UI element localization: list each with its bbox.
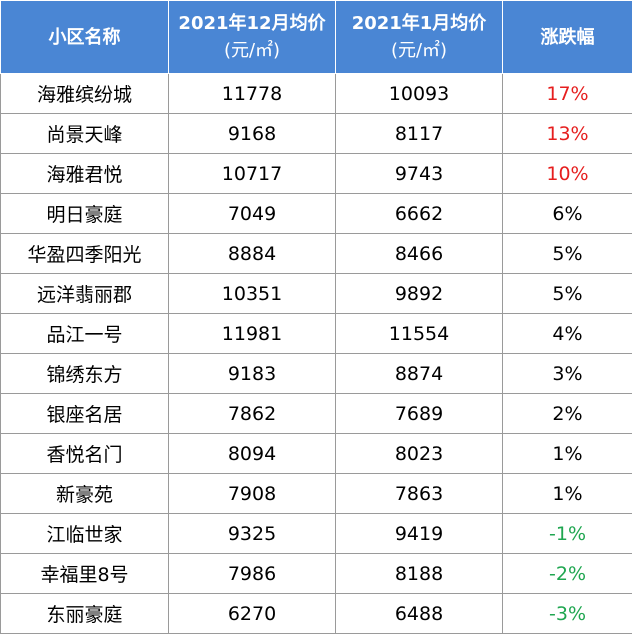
table-header: 小区名称 2021年12月均价 (元/㎡) 2021年1月均价 (元/㎡) 涨跌… xyxy=(1,1,632,74)
cell-community-name: 东丽豪庭 xyxy=(1,594,169,634)
header-dec-price: 2021年12月均价 (元/㎡) xyxy=(169,1,336,74)
cell-dec-price: 9168 xyxy=(169,114,336,154)
cell-community-name: 海雅缤纷城 xyxy=(1,74,169,114)
header-row: 小区名称 2021年12月均价 (元/㎡) 2021年1月均价 (元/㎡) 涨跌… xyxy=(1,1,632,74)
cell-jan-price: 6662 xyxy=(336,194,503,234)
cell-dec-price: 10717 xyxy=(169,154,336,194)
cell-jan-price: 9743 xyxy=(336,154,503,194)
cell-change: 4% xyxy=(503,314,632,354)
cell-dec-price: 6270 xyxy=(169,594,336,634)
cell-jan-price: 7689 xyxy=(336,394,503,434)
header-jan-price-unit: (元/㎡) xyxy=(336,37,502,64)
cell-dec-price: 11778 xyxy=(169,74,336,114)
cell-dec-price: 7986 xyxy=(169,554,336,594)
cell-dec-price: 11981 xyxy=(169,314,336,354)
cell-jan-price: 9419 xyxy=(336,514,503,554)
cell-change: 10% xyxy=(503,154,632,194)
cell-jan-price: 8023 xyxy=(336,434,503,474)
cell-jan-price: 8117 xyxy=(336,114,503,154)
cell-jan-price: 6488 xyxy=(336,594,503,634)
cell-dec-price: 7049 xyxy=(169,194,336,234)
cell-jan-price: 10093 xyxy=(336,74,503,114)
cell-change: 6% xyxy=(503,194,632,234)
cell-dec-price: 9183 xyxy=(169,354,336,394)
cell-jan-price: 8466 xyxy=(336,234,503,274)
cell-change: 17% xyxy=(503,74,632,114)
cell-change: 2% xyxy=(503,394,632,434)
header-community-name: 小区名称 xyxy=(1,1,169,74)
cell-jan-price: 9892 xyxy=(336,274,503,314)
cell-change: -2% xyxy=(503,554,632,594)
cell-dec-price: 10351 xyxy=(169,274,336,314)
cell-community-name: 海雅君悦 xyxy=(1,154,169,194)
cell-change: 1% xyxy=(503,474,632,514)
cell-jan-price: 11554 xyxy=(336,314,503,354)
cell-dec-price: 7908 xyxy=(169,474,336,514)
header-jan-price-title: 2021年1月均价 xyxy=(352,13,487,34)
cell-dec-price: 8884 xyxy=(169,234,336,274)
cell-community-name: 尚景天峰 xyxy=(1,114,169,154)
cell-change: 13% xyxy=(503,114,632,154)
cell-change: -3% xyxy=(503,594,632,634)
header-jan-price: 2021年1月均价 (元/㎡) xyxy=(336,1,503,74)
cell-change: -1% xyxy=(503,514,632,554)
cell-community-name: 香悦名门 xyxy=(1,434,169,474)
cell-change: 1% xyxy=(503,434,632,474)
cell-community-name: 品江一号 xyxy=(1,314,169,354)
header-dec-price-title: 2021年12月均价 xyxy=(178,13,325,34)
header-dec-price-unit: (元/㎡) xyxy=(169,37,335,64)
cell-community-name: 江临世家 xyxy=(1,514,169,554)
cell-community-name: 幸福里8号 xyxy=(1,554,169,594)
cell-dec-price: 7862 xyxy=(169,394,336,434)
cell-community-name: 锦绣东方 xyxy=(1,354,169,394)
cell-community-name: 华盈四季阳光 xyxy=(1,234,169,274)
cell-change: 5% xyxy=(503,274,632,314)
cell-community-name: 远洋翡丽郡 xyxy=(1,274,169,314)
cell-community-name: 明日豪庭 xyxy=(1,194,169,234)
header-change: 涨跌幅 xyxy=(503,1,632,74)
cell-community-name: 新豪苑 xyxy=(1,474,169,514)
cell-jan-price: 7863 xyxy=(336,474,503,514)
cell-change: 3% xyxy=(503,354,632,394)
cell-jan-price: 8188 xyxy=(336,554,503,594)
cell-change: 5% xyxy=(503,234,632,274)
cell-dec-price: 9325 xyxy=(169,514,336,554)
cell-dec-price: 8094 xyxy=(169,434,336,474)
cell-community-name: 银座名居 xyxy=(1,394,169,434)
cell-jan-price: 8874 xyxy=(336,354,503,394)
